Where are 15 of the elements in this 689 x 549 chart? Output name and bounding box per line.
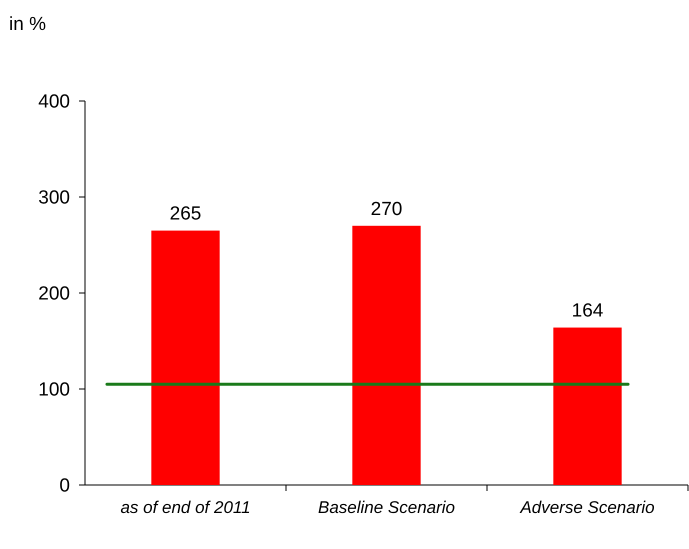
y-tick-label: 0 <box>59 476 70 497</box>
bar <box>151 230 220 485</box>
y-tick-label: 300 <box>38 188 70 209</box>
y-axis-title: in % <box>9 14 46 35</box>
bar <box>553 328 622 485</box>
y-tick-label: 100 <box>38 380 70 401</box>
y-tick-label: 400 <box>38 92 70 113</box>
y-tick-label: 200 <box>38 284 70 305</box>
bar <box>352 226 421 485</box>
data-label: 265 <box>170 204 202 225</box>
x-tick-label: as of end of 2011 <box>120 498 251 517</box>
x-tick-label: Baseline Scenario <box>318 498 456 517</box>
data-label: 164 <box>572 300 604 322</box>
x-tick-label: Adverse Scenario <box>519 498 655 517</box>
data-label: 270 <box>370 198 402 220</box>
